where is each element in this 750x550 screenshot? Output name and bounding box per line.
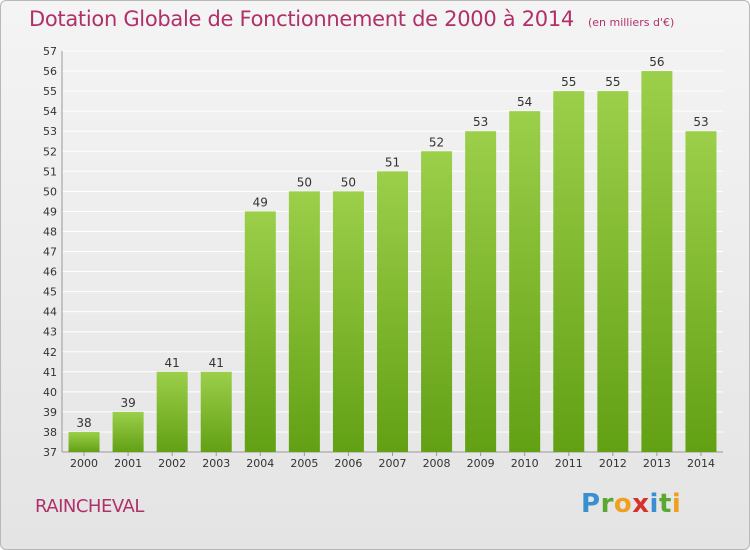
bar: [685, 131, 717, 452]
x-tick-label: 2001: [114, 457, 142, 470]
bar: [288, 191, 320, 452]
data-label: 53: [473, 115, 488, 129]
bar: [509, 111, 541, 453]
bar: [156, 371, 188, 452]
bar: [200, 371, 232, 452]
x-tick-label: 2002: [158, 457, 186, 470]
y-tick-label: 52: [43, 145, 57, 158]
x-tick-label: 2013: [643, 457, 671, 470]
x-tick-label: 2009: [467, 457, 495, 470]
x-tick-label: 2008: [423, 457, 451, 470]
data-label: 54: [517, 95, 532, 109]
logo-letter: P: [581, 489, 601, 519]
y-tick-label: 43: [43, 326, 57, 339]
chart-title-text: Dotation Globale de Fonctionnement de 20…: [29, 7, 574, 31]
x-tick-label: 2010: [511, 457, 539, 470]
y-tick-label: 54: [43, 105, 57, 118]
y-tick-label: 45: [43, 286, 57, 299]
logo-letter: t: [658, 489, 672, 519]
y-tick-label: 49: [43, 205, 57, 218]
bar: [641, 71, 673, 453]
y-tick-label: 46: [43, 266, 57, 279]
x-tick-label: 2006: [334, 457, 362, 470]
x-tick-label: 2014: [687, 457, 715, 470]
data-labels: 38 39 41 41 49 50 50 51 52 53 54 55 55 56 53: [76, 55, 708, 430]
chart-title: Dotation Globale de Fonctionnement de 20…: [29, 7, 674, 31]
unit-note: (en milliers d'€): [587, 16, 675, 29]
axes: 37 38 39 40 41 42 43 44 45 46 47 48 49 50 51 52 53 54 55 56…: [43, 45, 723, 470]
data-label: 56: [649, 55, 664, 69]
y-tick-label: 48: [43, 225, 57, 238]
x-tick-label: 2004: [246, 457, 274, 470]
data-label: 53: [693, 115, 708, 129]
y-tick-label: 56: [43, 65, 57, 78]
y-tick-label: 55: [43, 85, 57, 98]
data-label: 38: [76, 416, 91, 430]
y-tick-label: 37: [43, 446, 57, 459]
logo-letter: x: [632, 489, 650, 519]
data-label: 50: [341, 175, 356, 189]
y-tick-label: 42: [43, 346, 57, 359]
data-label: 55: [605, 75, 620, 89]
x-tick-label: 2005: [290, 457, 318, 470]
commune-name: RAINCHEVAL: [35, 496, 144, 517]
logo-letter: r: [600, 489, 614, 519]
proxiti-logo: Proxiti: [581, 489, 681, 519]
bar: [112, 411, 144, 452]
data-label: 50: [297, 175, 312, 189]
data-label: 51: [385, 155, 400, 169]
data-label: 49: [253, 195, 268, 209]
y-tick-label: 51: [43, 165, 57, 178]
bars: [68, 71, 717, 453]
bar: [377, 171, 408, 453]
data-label: 41: [165, 356, 180, 370]
x-tick-label: 2011: [555, 457, 583, 470]
bar: [68, 431, 100, 452]
y-tick-label: 44: [43, 306, 57, 319]
x-tick-label: 2012: [599, 457, 627, 470]
logo-letter: o: [613, 489, 633, 519]
y-tick-label: 38: [43, 426, 57, 439]
logo-letter: i: [649, 489, 659, 519]
y-tick-label: 50: [43, 185, 57, 198]
bar: [553, 91, 585, 452]
bar: [421, 151, 453, 452]
y-tick-label: 47: [43, 246, 57, 259]
bar: [244, 211, 276, 452]
y-tick-label: 40: [43, 386, 57, 399]
data-label: 41: [209, 356, 224, 370]
bar: [465, 131, 497, 452]
logo-letter: i: [671, 489, 682, 519]
x-tick-label: 2007: [379, 457, 407, 470]
bar: [597, 91, 629, 452]
data-label: 55: [561, 75, 576, 89]
x-tick-label: 2003: [202, 457, 230, 470]
y-tick-label: 39: [43, 406, 57, 419]
x-tick-label: 2000: [70, 457, 98, 470]
y-tick-label: 53: [43, 125, 57, 138]
data-label: 39: [120, 396, 135, 410]
bar: [332, 191, 364, 452]
data-label: 52: [429, 135, 444, 149]
y-tick-label: 41: [43, 366, 57, 379]
y-tick-label: 57: [43, 45, 57, 58]
